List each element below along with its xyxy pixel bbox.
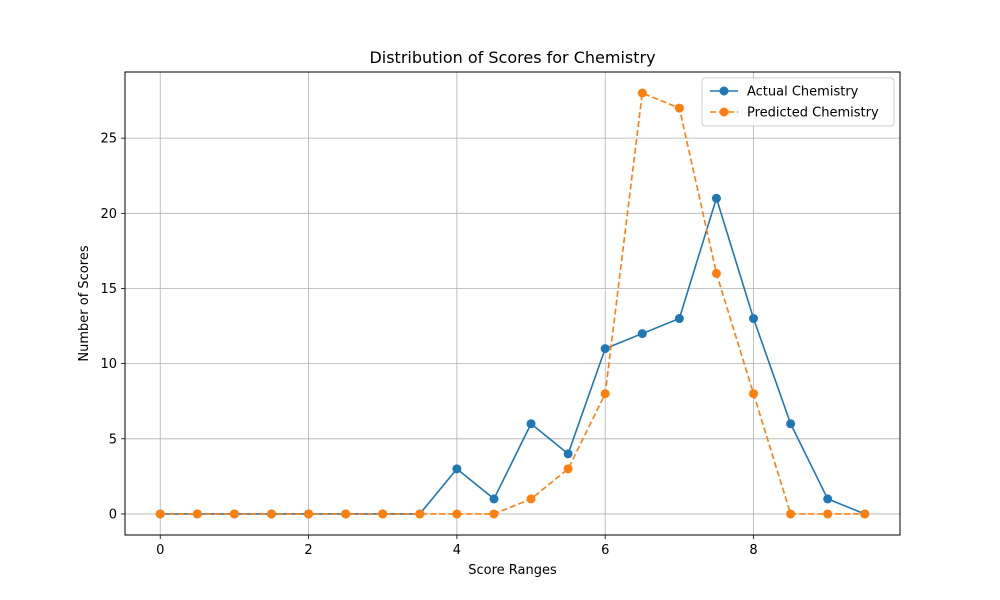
data-point bbox=[452, 509, 462, 519]
data-point bbox=[563, 449, 573, 459]
legend-label: Predicted Chemistry bbox=[747, 106, 879, 121]
x-tick-label: 0 bbox=[156, 543, 164, 558]
series-actual bbox=[155, 193, 870, 519]
data-point bbox=[489, 509, 499, 519]
data-point bbox=[749, 389, 759, 399]
data-point bbox=[155, 509, 165, 519]
series-predicted bbox=[155, 88, 870, 519]
data-point bbox=[860, 509, 870, 519]
legend-box bbox=[701, 77, 895, 127]
data-point bbox=[600, 389, 610, 399]
series-line bbox=[160, 197, 866, 515]
y-tick-label: 5 bbox=[109, 432, 117, 447]
data-point bbox=[674, 314, 684, 324]
chart-title: Distribution of Scores for Chemistry bbox=[369, 48, 655, 67]
ticks: 0 2 4 6 8 0 5 10 15 20 25 bbox=[100, 132, 757, 558]
legend-item: Predicted Chemistry bbox=[710, 106, 879, 121]
data-point bbox=[749, 314, 759, 324]
data-point bbox=[192, 509, 202, 519]
data-point bbox=[600, 344, 610, 354]
y-axis-label: Number of Scores bbox=[77, 245, 92, 361]
legend-swatch-marker bbox=[719, 107, 729, 117]
legend-item: Actual Chemistry bbox=[710, 85, 859, 100]
x-axis-label: Score Ranges bbox=[468, 563, 557, 578]
data-point bbox=[266, 509, 276, 519]
data-point bbox=[823, 509, 833, 519]
data-point bbox=[711, 193, 721, 203]
data-point bbox=[711, 268, 721, 278]
data-point bbox=[229, 509, 239, 519]
x-tick-label: 6 bbox=[601, 543, 609, 558]
data-point bbox=[304, 509, 314, 519]
data-point bbox=[415, 509, 425, 519]
y-tick-label: 20 bbox=[100, 207, 117, 222]
data-point bbox=[637, 329, 647, 339]
data-point bbox=[786, 419, 796, 429]
data-point bbox=[563, 464, 573, 474]
data-point bbox=[452, 464, 462, 474]
data-point bbox=[526, 419, 536, 429]
legend-swatch-marker bbox=[719, 86, 729, 96]
y-tick-label: 25 bbox=[100, 132, 117, 147]
series-layer bbox=[155, 88, 870, 519]
data-point bbox=[674, 103, 684, 113]
data-point bbox=[786, 509, 796, 519]
y-tick-label: 0 bbox=[109, 507, 117, 522]
y-tick-label: 15 bbox=[100, 282, 117, 297]
data-point bbox=[489, 494, 499, 504]
y-tick-label: 10 bbox=[100, 357, 117, 372]
x-tick-label: 2 bbox=[304, 543, 312, 558]
data-point bbox=[341, 509, 351, 519]
legend: Actual Chemistry Predicted Chemistry bbox=[701, 77, 895, 127]
data-point bbox=[378, 509, 388, 519]
x-tick-label: 8 bbox=[749, 543, 757, 558]
series-line bbox=[160, 92, 865, 515]
plot-frame bbox=[124, 71, 901, 536]
grid bbox=[125, 72, 900, 535]
data-point bbox=[637, 88, 647, 98]
legend-label: Actual Chemistry bbox=[747, 85, 859, 100]
data-point bbox=[526, 494, 536, 504]
x-tick-label: 4 bbox=[453, 543, 461, 558]
data-point bbox=[823, 494, 833, 504]
